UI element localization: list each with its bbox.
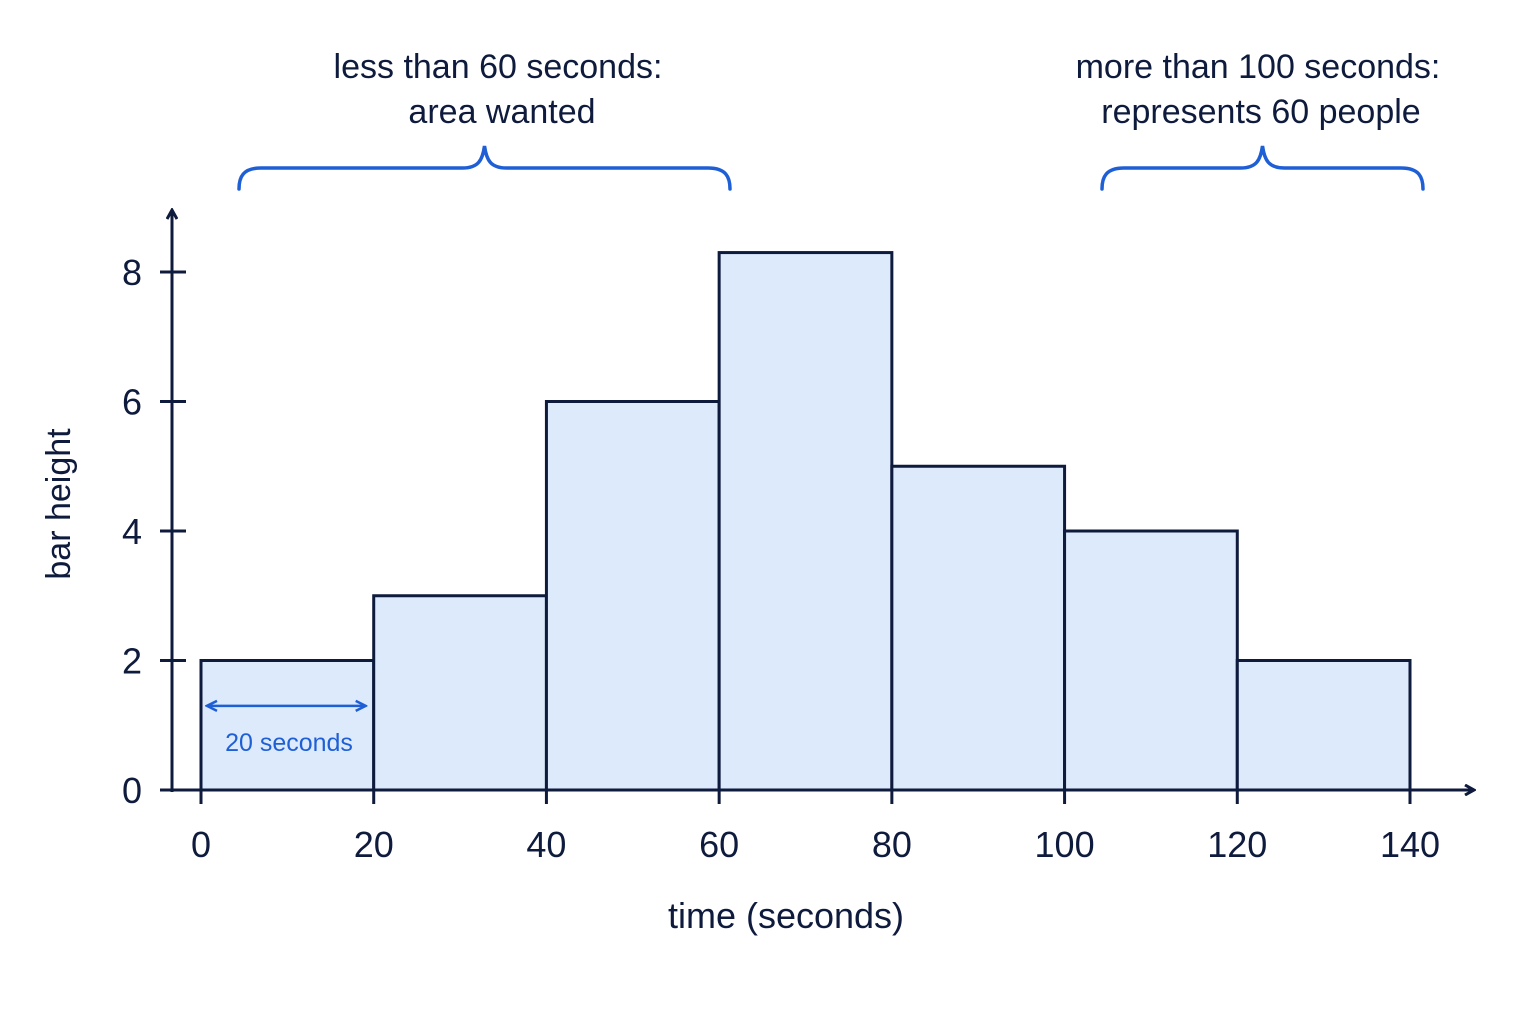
annotation-left-line1: less than 60 seconds: (334, 48, 663, 86)
x-tick-label-120: 120 (1207, 824, 1267, 865)
bar-80-100 (890, 464, 1067, 792)
y-tick-label-8: 8 (122, 252, 142, 293)
annotation-left-line2: area wanted (408, 93, 595, 131)
y-axis-ticks: 0 2 4 6 8 (122, 252, 186, 811)
bar-60-80 (717, 251, 894, 792)
x-tick-label-60: 60 (699, 824, 739, 865)
bar-40-60 (544, 400, 721, 792)
annotation-right-line1: more than 100 seconds: (1076, 48, 1441, 86)
brace-left (237, 145, 732, 191)
x-tick-label-40: 40 (526, 824, 566, 865)
x-tick-label-80: 80 (872, 824, 912, 865)
width-marker: 20 seconds (207, 706, 366, 757)
width-label: 20 seconds (225, 729, 353, 757)
histogram-bars (199, 251, 1412, 792)
x-tick-label-100: 100 (1035, 824, 1095, 865)
bar-120-140 (1235, 659, 1412, 792)
bar-0-20 (199, 659, 376, 792)
annotation-right-line2: represents 60 people (1101, 93, 1420, 131)
brace-right (1100, 145, 1425, 191)
y-axis-label: bar height (40, 428, 78, 580)
bar-20-40 (372, 594, 548, 792)
bar-100-120 (1063, 529, 1239, 792)
x-tick-label-20: 20 (354, 824, 394, 865)
annotation-left: less than 60 seconds: area wanted (237, 48, 732, 191)
x-axis-label: time (seconds) (668, 895, 904, 936)
x-tick-label-140: 140 (1380, 824, 1440, 865)
y-tick-label-0: 0 (122, 770, 142, 811)
y-tick-label-4: 4 (122, 511, 142, 552)
x-axis-ticks: 0 20 40 60 80 100 120 140 (191, 790, 1440, 865)
annotation-right: more than 100 seconds: represents 60 peo… (1076, 48, 1441, 191)
y-tick-label-2: 2 (122, 641, 142, 682)
y-tick-label-6: 6 (122, 382, 142, 423)
x-tick-label-0: 0 (191, 824, 211, 865)
